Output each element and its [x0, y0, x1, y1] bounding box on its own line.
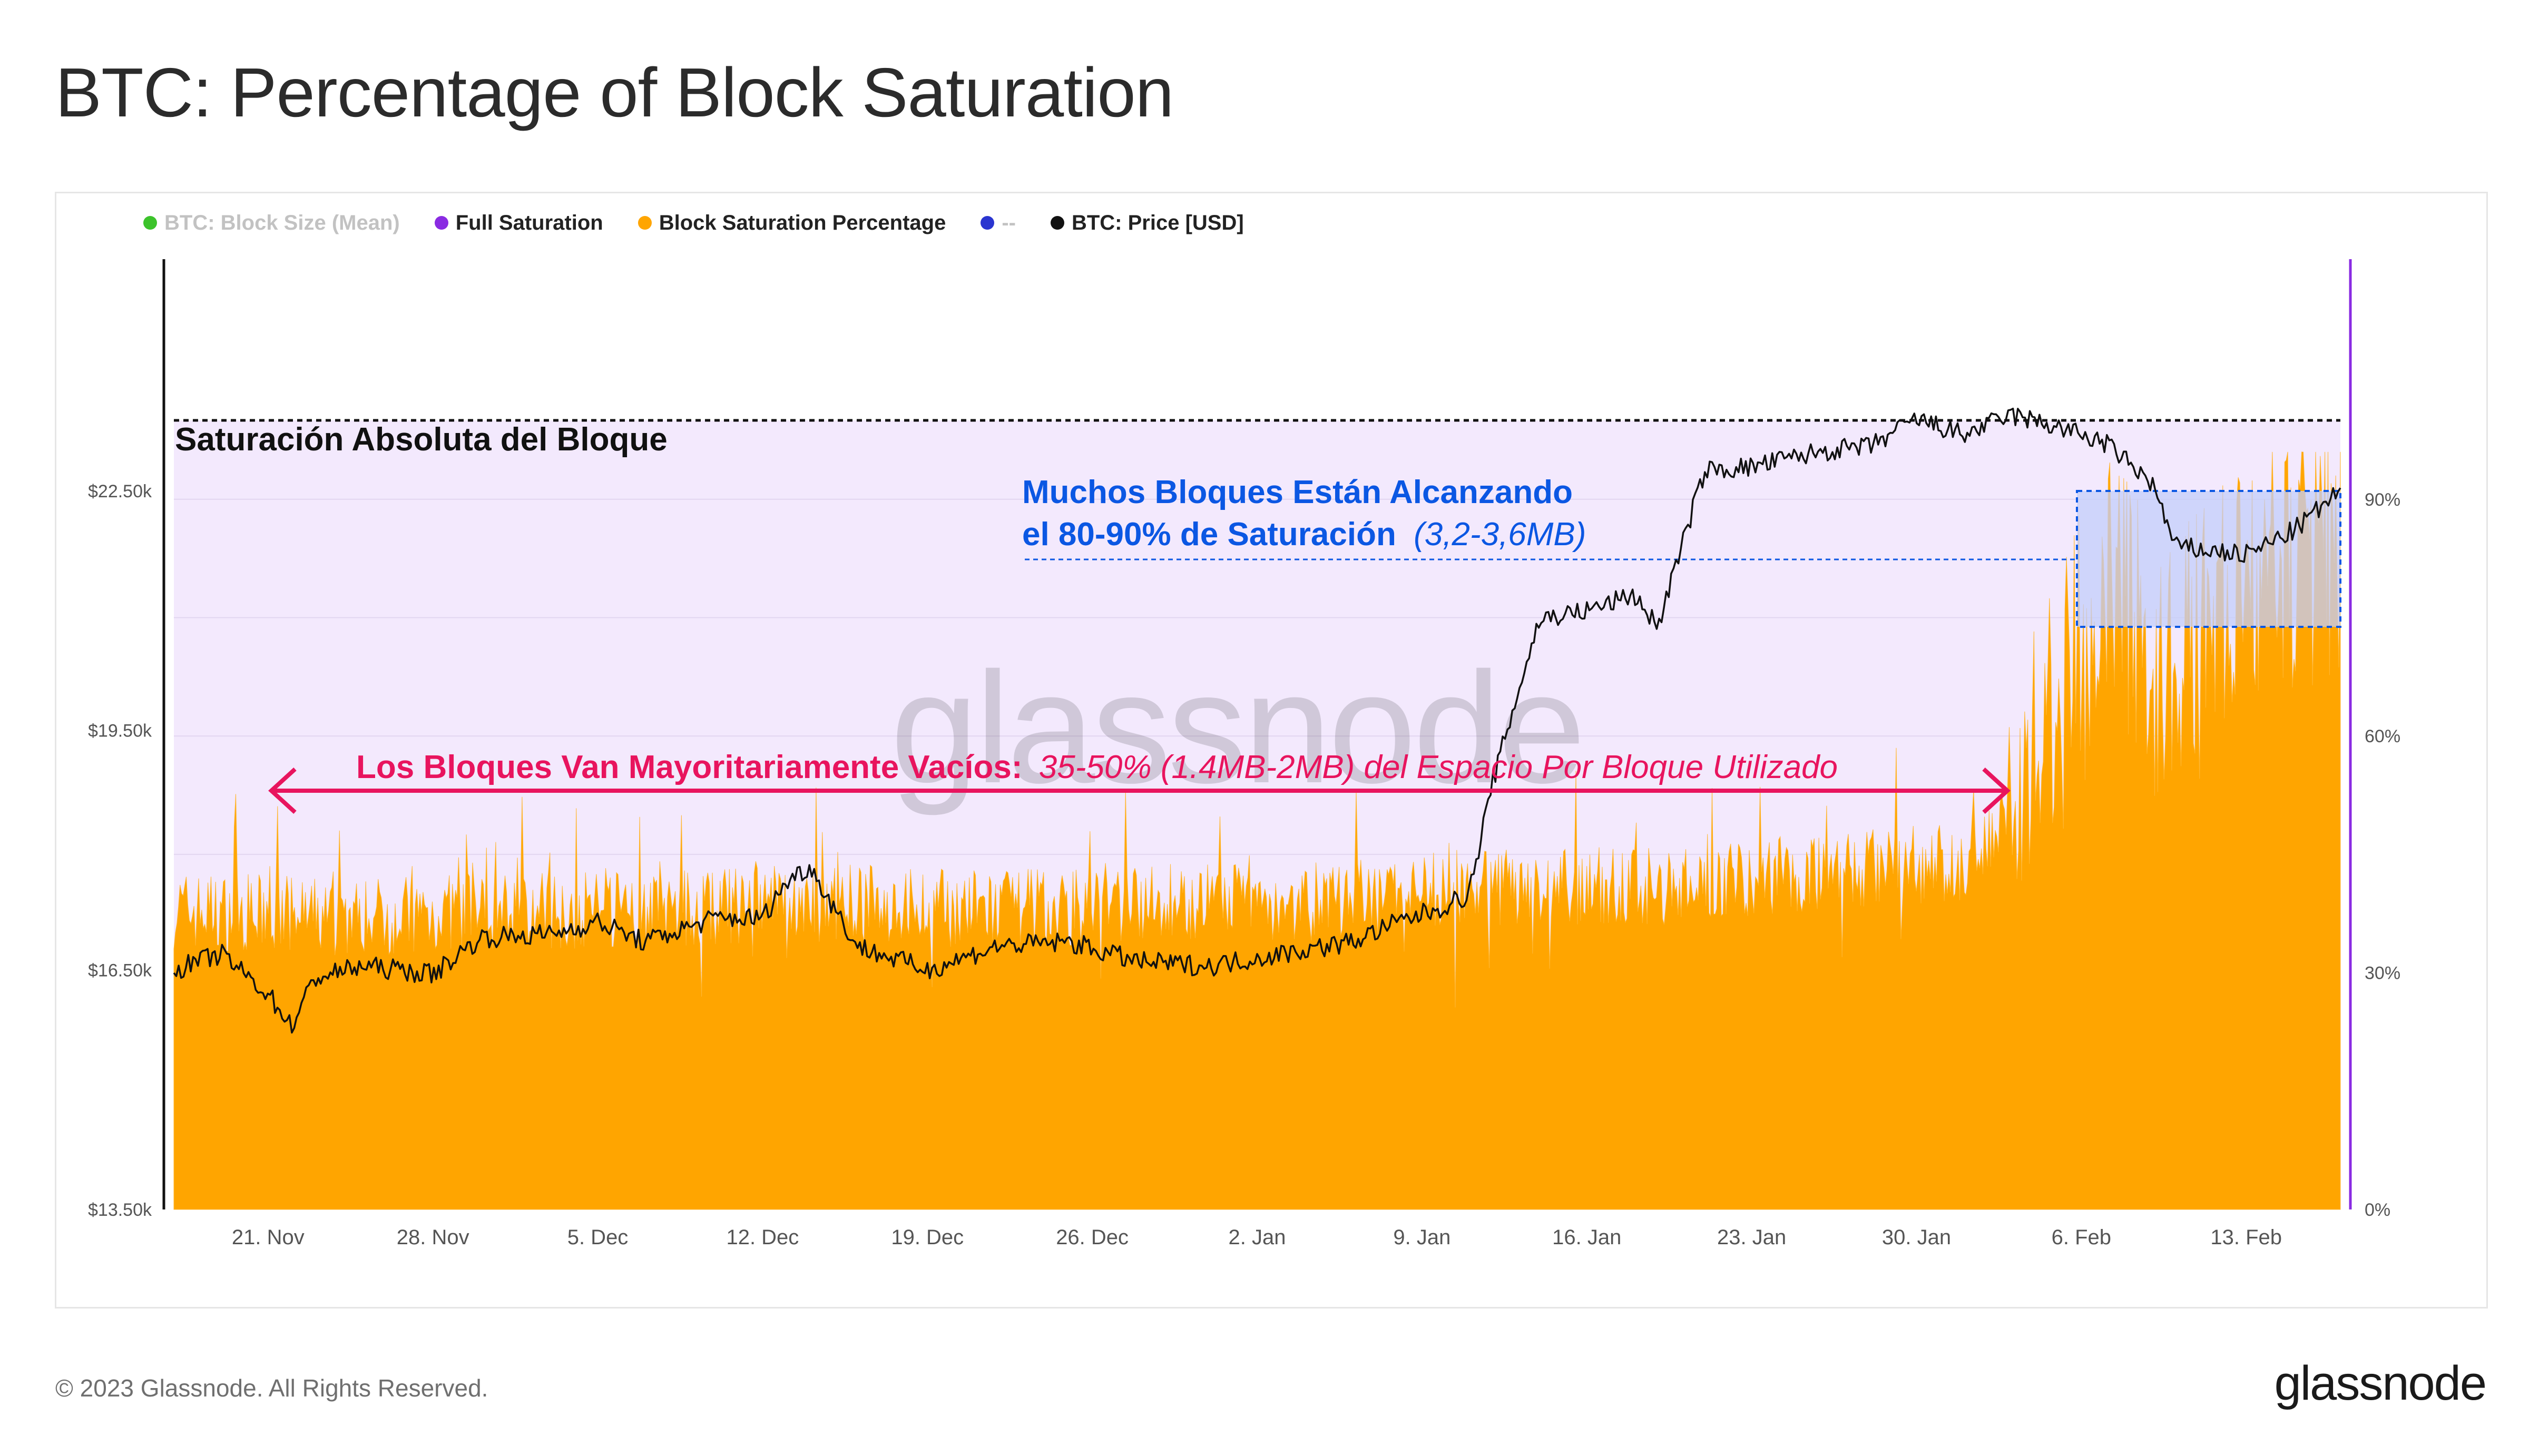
y-right-tick-label: 60% — [2365, 726, 2400, 746]
y-axis-left-labels: $13.50k $16.50k $19.50k $22.50k — [88, 481, 152, 1220]
annotation-pink: Los Bloques Van Mayoritariamente Vacíos:… — [356, 749, 1838, 785]
legend-item-saturation-percentage[interactable]: Block Saturation Percentage — [638, 211, 946, 235]
watermark: glassnode — [890, 639, 1583, 817]
legend-dot-green — [143, 216, 157, 230]
x-tick-label: 5. Dec — [567, 1226, 629, 1249]
annotation-blue-line-2: el 80-90% de Saturación (3,2-3,6MB) — [1022, 516, 1586, 553]
btc-price-line — [173, 407, 2341, 1034]
legend-dot-purple — [434, 216, 448, 230]
legend-item-full-saturation[interactable]: Full Saturation — [434, 211, 603, 235]
legend-label: Block Saturation Percentage — [659, 211, 946, 234]
legend-item-dashes[interactable]: -- — [981, 211, 1016, 235]
x-tick-label: 9. Jan — [1393, 1226, 1450, 1249]
x-tick-label: 21. Nov — [232, 1226, 305, 1249]
saturation-area — [173, 451, 2341, 1210]
annotation-blue-italic: (3,2-3,6MB) — [1414, 516, 1586, 553]
legend-label: Full Saturation — [455, 211, 603, 234]
annotation-blue-line-1: Muchos Bloques Están Alcanzando — [1022, 474, 1573, 510]
x-tick-label: 23. Jan — [1717, 1226, 1786, 1249]
x-tick-label: 28. Nov — [397, 1226, 469, 1249]
x-tick-label: 13. Feb — [2210, 1226, 2282, 1249]
legend-item-block-size[interactable]: BTC: Block Size (Mean) — [143, 211, 400, 235]
x-axis-labels: 21. Nov 28. Nov 5. Dec 12. Dec 19. Dec 26. De… — [232, 1226, 2282, 1249]
y-right-tick-label: 90% — [2365, 490, 2400, 510]
legend-label: -- — [1002, 211, 1016, 234]
legend-dot-blue — [981, 216, 995, 230]
annotation-pink-arrowhead-right — [1982, 768, 2011, 814]
legend-item-btc-price[interactable]: BTC: Price [USD] — [1050, 211, 1244, 235]
legend-dot-black — [1050, 216, 1064, 230]
x-tick-label: 26. Dec — [1056, 1226, 1129, 1249]
annotation-pink-arrowhead-left — [268, 768, 297, 814]
glassnode-logo[interactable]: glassnode — [2274, 1356, 2487, 1410]
x-tick-label: 2. Jan — [1229, 1226, 1286, 1249]
y-right-tick-label: 0% — [2365, 1200, 2390, 1220]
annotation-blue-bold: el 80-90% de Saturación — [1022, 516, 1396, 553]
chart-frame — [55, 192, 2488, 1309]
y-left-tick-label: $19.50k — [88, 721, 152, 741]
footer-copyright: © 2023 Glassnode. All Rights Reserved. — [55, 1374, 488, 1402]
legend-label: BTC: Block Size (Mean) — [164, 211, 400, 234]
x-tick-label: 16. Jan — [1552, 1226, 1621, 1249]
price-line-group — [173, 407, 2341, 1034]
annotation-pink-italic: 35-50% (1.4MB-2MB) del Espacio Por Bloqu… — [1039, 749, 1838, 785]
y-left-tick-label: $13.50k — [88, 1200, 152, 1220]
legend-dot-orange — [638, 216, 652, 230]
page-title: BTC: Percentage of Block Saturation — [55, 54, 1174, 131]
highlight-box — [2076, 490, 2341, 628]
legend-label: BTC: Price [USD] — [1071, 211, 1244, 234]
annotation-full-saturation: Saturación Absoluta del Bloque — [175, 421, 668, 458]
y-left-tick-label: $16.50k — [88, 960, 152, 980]
y-right-tick-label: 30% — [2365, 963, 2400, 983]
y-left-tick-label: $22.50k — [88, 481, 152, 501]
saturation-area-path — [173, 451, 2341, 1210]
x-tick-label: 12. Dec — [726, 1226, 799, 1249]
annotation-pink-bold: Los Bloques Van Mayoritariamente Vacíos: — [356, 749, 1023, 785]
x-tick-label: 19. Dec — [891, 1226, 964, 1249]
chart-legend: BTC: Block Size (Mean) Full Saturation B… — [143, 210, 1244, 236]
x-tick-label: 30. Jan — [1882, 1226, 1951, 1249]
x-tick-label: 6. Feb — [2052, 1226, 2111, 1249]
y-axis-right-labels: 0% 30% 60% 90% — [2365, 490, 2400, 1220]
